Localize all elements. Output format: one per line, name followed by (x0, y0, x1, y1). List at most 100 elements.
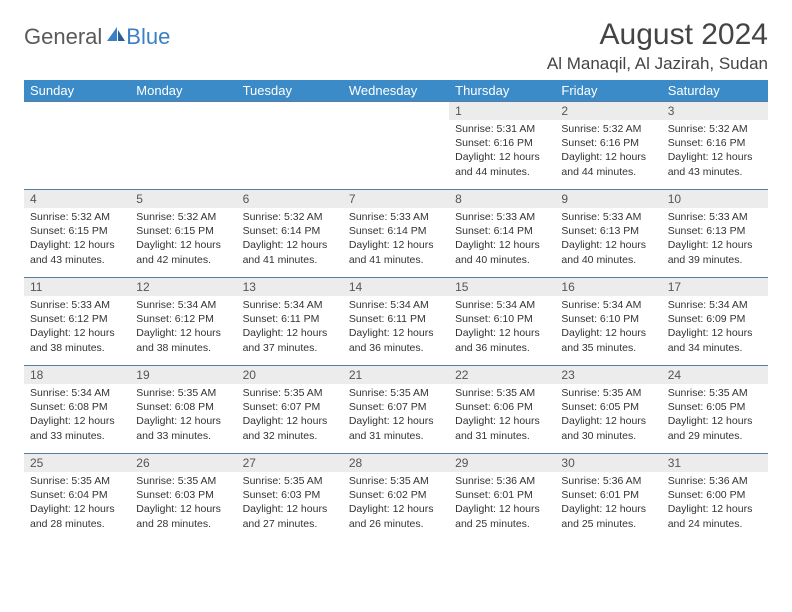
calendar-day-cell: 9Sunrise: 5:33 AMSunset: 6:13 PMDaylight… (555, 190, 661, 278)
day-number: 9 (555, 190, 661, 208)
day-data: Sunrise: 5:36 AMSunset: 6:01 PMDaylight:… (449, 472, 555, 535)
calendar-table: SundayMondayTuesdayWednesdayThursdayFrid… (24, 80, 768, 542)
calendar-day-cell: 19Sunrise: 5:35 AMSunset: 6:08 PMDayligh… (130, 366, 236, 454)
day-data: Sunrise: 5:34 AMSunset: 6:08 PMDaylight:… (24, 384, 130, 447)
location: Al Manaqil, Al Jazirah, Sudan (547, 54, 768, 74)
calendar-day-cell: 25Sunrise: 5:35 AMSunset: 6:04 PMDayligh… (24, 454, 130, 542)
calendar-empty-cell (237, 102, 343, 190)
day-data: Sunrise: 5:31 AMSunset: 6:16 PMDaylight:… (449, 120, 555, 183)
calendar-day-cell: 5Sunrise: 5:32 AMSunset: 6:15 PMDaylight… (130, 190, 236, 278)
calendar-day-cell: 28Sunrise: 5:35 AMSunset: 6:02 PMDayligh… (343, 454, 449, 542)
day-data: Sunrise: 5:35 AMSunset: 6:02 PMDaylight:… (343, 472, 449, 535)
calendar-day-cell: 8Sunrise: 5:33 AMSunset: 6:14 PMDaylight… (449, 190, 555, 278)
calendar-day-cell: 4Sunrise: 5:32 AMSunset: 6:15 PMDaylight… (24, 190, 130, 278)
day-number: 22 (449, 366, 555, 384)
calendar-row: 11Sunrise: 5:33 AMSunset: 6:12 PMDayligh… (24, 278, 768, 366)
weekday-header: Saturday (662, 80, 768, 102)
calendar-day-cell: 10Sunrise: 5:33 AMSunset: 6:13 PMDayligh… (662, 190, 768, 278)
calendar-day-cell: 24Sunrise: 5:35 AMSunset: 6:05 PMDayligh… (662, 366, 768, 454)
day-number: 5 (130, 190, 236, 208)
calendar-day-cell: 26Sunrise: 5:35 AMSunset: 6:03 PMDayligh… (130, 454, 236, 542)
weekday-header: Monday (130, 80, 236, 102)
logo-sail-icon (106, 26, 126, 49)
day-number: 29 (449, 454, 555, 472)
day-data: Sunrise: 5:34 AMSunset: 6:10 PMDaylight:… (555, 296, 661, 359)
logo-text-blue: Blue (126, 24, 170, 50)
calendar-day-cell: 20Sunrise: 5:35 AMSunset: 6:07 PMDayligh… (237, 366, 343, 454)
day-number: 15 (449, 278, 555, 296)
day-data: Sunrise: 5:33 AMSunset: 6:13 PMDaylight:… (555, 208, 661, 271)
day-number: 13 (237, 278, 343, 296)
day-data: Sunrise: 5:32 AMSunset: 6:14 PMDaylight:… (237, 208, 343, 271)
day-data: Sunrise: 5:35 AMSunset: 6:05 PMDaylight:… (555, 384, 661, 447)
calendar-day-cell: 30Sunrise: 5:36 AMSunset: 6:01 PMDayligh… (555, 454, 661, 542)
day-data: Sunrise: 5:34 AMSunset: 6:09 PMDaylight:… (662, 296, 768, 359)
day-data: Sunrise: 5:32 AMSunset: 6:15 PMDaylight:… (24, 208, 130, 271)
logo-text-general: General (24, 24, 102, 50)
calendar-day-cell: 15Sunrise: 5:34 AMSunset: 6:10 PMDayligh… (449, 278, 555, 366)
day-number: 10 (662, 190, 768, 208)
header: General Blue August 2024 Al Manaqil, Al … (24, 18, 768, 74)
calendar-row: 4Sunrise: 5:32 AMSunset: 6:15 PMDaylight… (24, 190, 768, 278)
calendar-day-cell: 18Sunrise: 5:34 AMSunset: 6:08 PMDayligh… (24, 366, 130, 454)
day-data: Sunrise: 5:33 AMSunset: 6:13 PMDaylight:… (662, 208, 768, 271)
day-number: 18 (24, 366, 130, 384)
day-data: Sunrise: 5:33 AMSunset: 6:14 PMDaylight:… (343, 208, 449, 271)
day-data: Sunrise: 5:34 AMSunset: 6:11 PMDaylight:… (343, 296, 449, 359)
logo: General Blue (24, 24, 170, 50)
day-data: Sunrise: 5:32 AMSunset: 6:16 PMDaylight:… (662, 120, 768, 183)
day-number: 7 (343, 190, 449, 208)
calendar-empty-cell (343, 102, 449, 190)
day-data: Sunrise: 5:35 AMSunset: 6:06 PMDaylight:… (449, 384, 555, 447)
calendar-body: 1Sunrise: 5:31 AMSunset: 6:16 PMDaylight… (24, 102, 768, 542)
weekday-header-row: SundayMondayTuesdayWednesdayThursdayFrid… (24, 80, 768, 102)
day-data: Sunrise: 5:34 AMSunset: 6:12 PMDaylight:… (130, 296, 236, 359)
day-number: 25 (24, 454, 130, 472)
day-number: 11 (24, 278, 130, 296)
calendar-day-cell: 14Sunrise: 5:34 AMSunset: 6:11 PMDayligh… (343, 278, 449, 366)
calendar-row: 18Sunrise: 5:34 AMSunset: 6:08 PMDayligh… (24, 366, 768, 454)
day-number: 3 (662, 102, 768, 120)
day-number: 16 (555, 278, 661, 296)
day-data: Sunrise: 5:34 AMSunset: 6:11 PMDaylight:… (237, 296, 343, 359)
calendar-empty-cell (24, 102, 130, 190)
day-number: 1 (449, 102, 555, 120)
day-number: 19 (130, 366, 236, 384)
day-data: Sunrise: 5:36 AMSunset: 6:01 PMDaylight:… (555, 472, 661, 535)
weekday-header: Sunday (24, 80, 130, 102)
calendar-day-cell: 17Sunrise: 5:34 AMSunset: 6:09 PMDayligh… (662, 278, 768, 366)
calendar-empty-cell (130, 102, 236, 190)
day-number: 31 (662, 454, 768, 472)
calendar-day-cell: 21Sunrise: 5:35 AMSunset: 6:07 PMDayligh… (343, 366, 449, 454)
day-number: 8 (449, 190, 555, 208)
day-number: 12 (130, 278, 236, 296)
day-data: Sunrise: 5:32 AMSunset: 6:15 PMDaylight:… (130, 208, 236, 271)
day-data: Sunrise: 5:35 AMSunset: 6:05 PMDaylight:… (662, 384, 768, 447)
day-number: 14 (343, 278, 449, 296)
day-number: 17 (662, 278, 768, 296)
day-number: 2 (555, 102, 661, 120)
weekday-header: Thursday (449, 80, 555, 102)
day-number: 6 (237, 190, 343, 208)
day-number: 26 (130, 454, 236, 472)
day-number: 24 (662, 366, 768, 384)
weekday-header: Wednesday (343, 80, 449, 102)
calendar-row: 1Sunrise: 5:31 AMSunset: 6:16 PMDaylight… (24, 102, 768, 190)
title-block: August 2024 Al Manaqil, Al Jazirah, Suda… (547, 18, 768, 74)
day-data: Sunrise: 5:35 AMSunset: 6:07 PMDaylight:… (343, 384, 449, 447)
day-data: Sunrise: 5:35 AMSunset: 6:08 PMDaylight:… (130, 384, 236, 447)
day-data: Sunrise: 5:35 AMSunset: 6:03 PMDaylight:… (237, 472, 343, 535)
day-data: Sunrise: 5:35 AMSunset: 6:07 PMDaylight:… (237, 384, 343, 447)
calendar-day-cell: 2Sunrise: 5:32 AMSunset: 6:16 PMDaylight… (555, 102, 661, 190)
calendar-day-cell: 23Sunrise: 5:35 AMSunset: 6:05 PMDayligh… (555, 366, 661, 454)
calendar-day-cell: 3Sunrise: 5:32 AMSunset: 6:16 PMDaylight… (662, 102, 768, 190)
calendar-day-cell: 12Sunrise: 5:34 AMSunset: 6:12 PMDayligh… (130, 278, 236, 366)
calendar-day-cell: 22Sunrise: 5:35 AMSunset: 6:06 PMDayligh… (449, 366, 555, 454)
calendar-day-cell: 29Sunrise: 5:36 AMSunset: 6:01 PMDayligh… (449, 454, 555, 542)
month-title: August 2024 (547, 18, 768, 52)
calendar-day-cell: 6Sunrise: 5:32 AMSunset: 6:14 PMDaylight… (237, 190, 343, 278)
day-number: 21 (343, 366, 449, 384)
calendar-day-cell: 13Sunrise: 5:34 AMSunset: 6:11 PMDayligh… (237, 278, 343, 366)
calendar-day-cell: 7Sunrise: 5:33 AMSunset: 6:14 PMDaylight… (343, 190, 449, 278)
calendar-day-cell: 16Sunrise: 5:34 AMSunset: 6:10 PMDayligh… (555, 278, 661, 366)
